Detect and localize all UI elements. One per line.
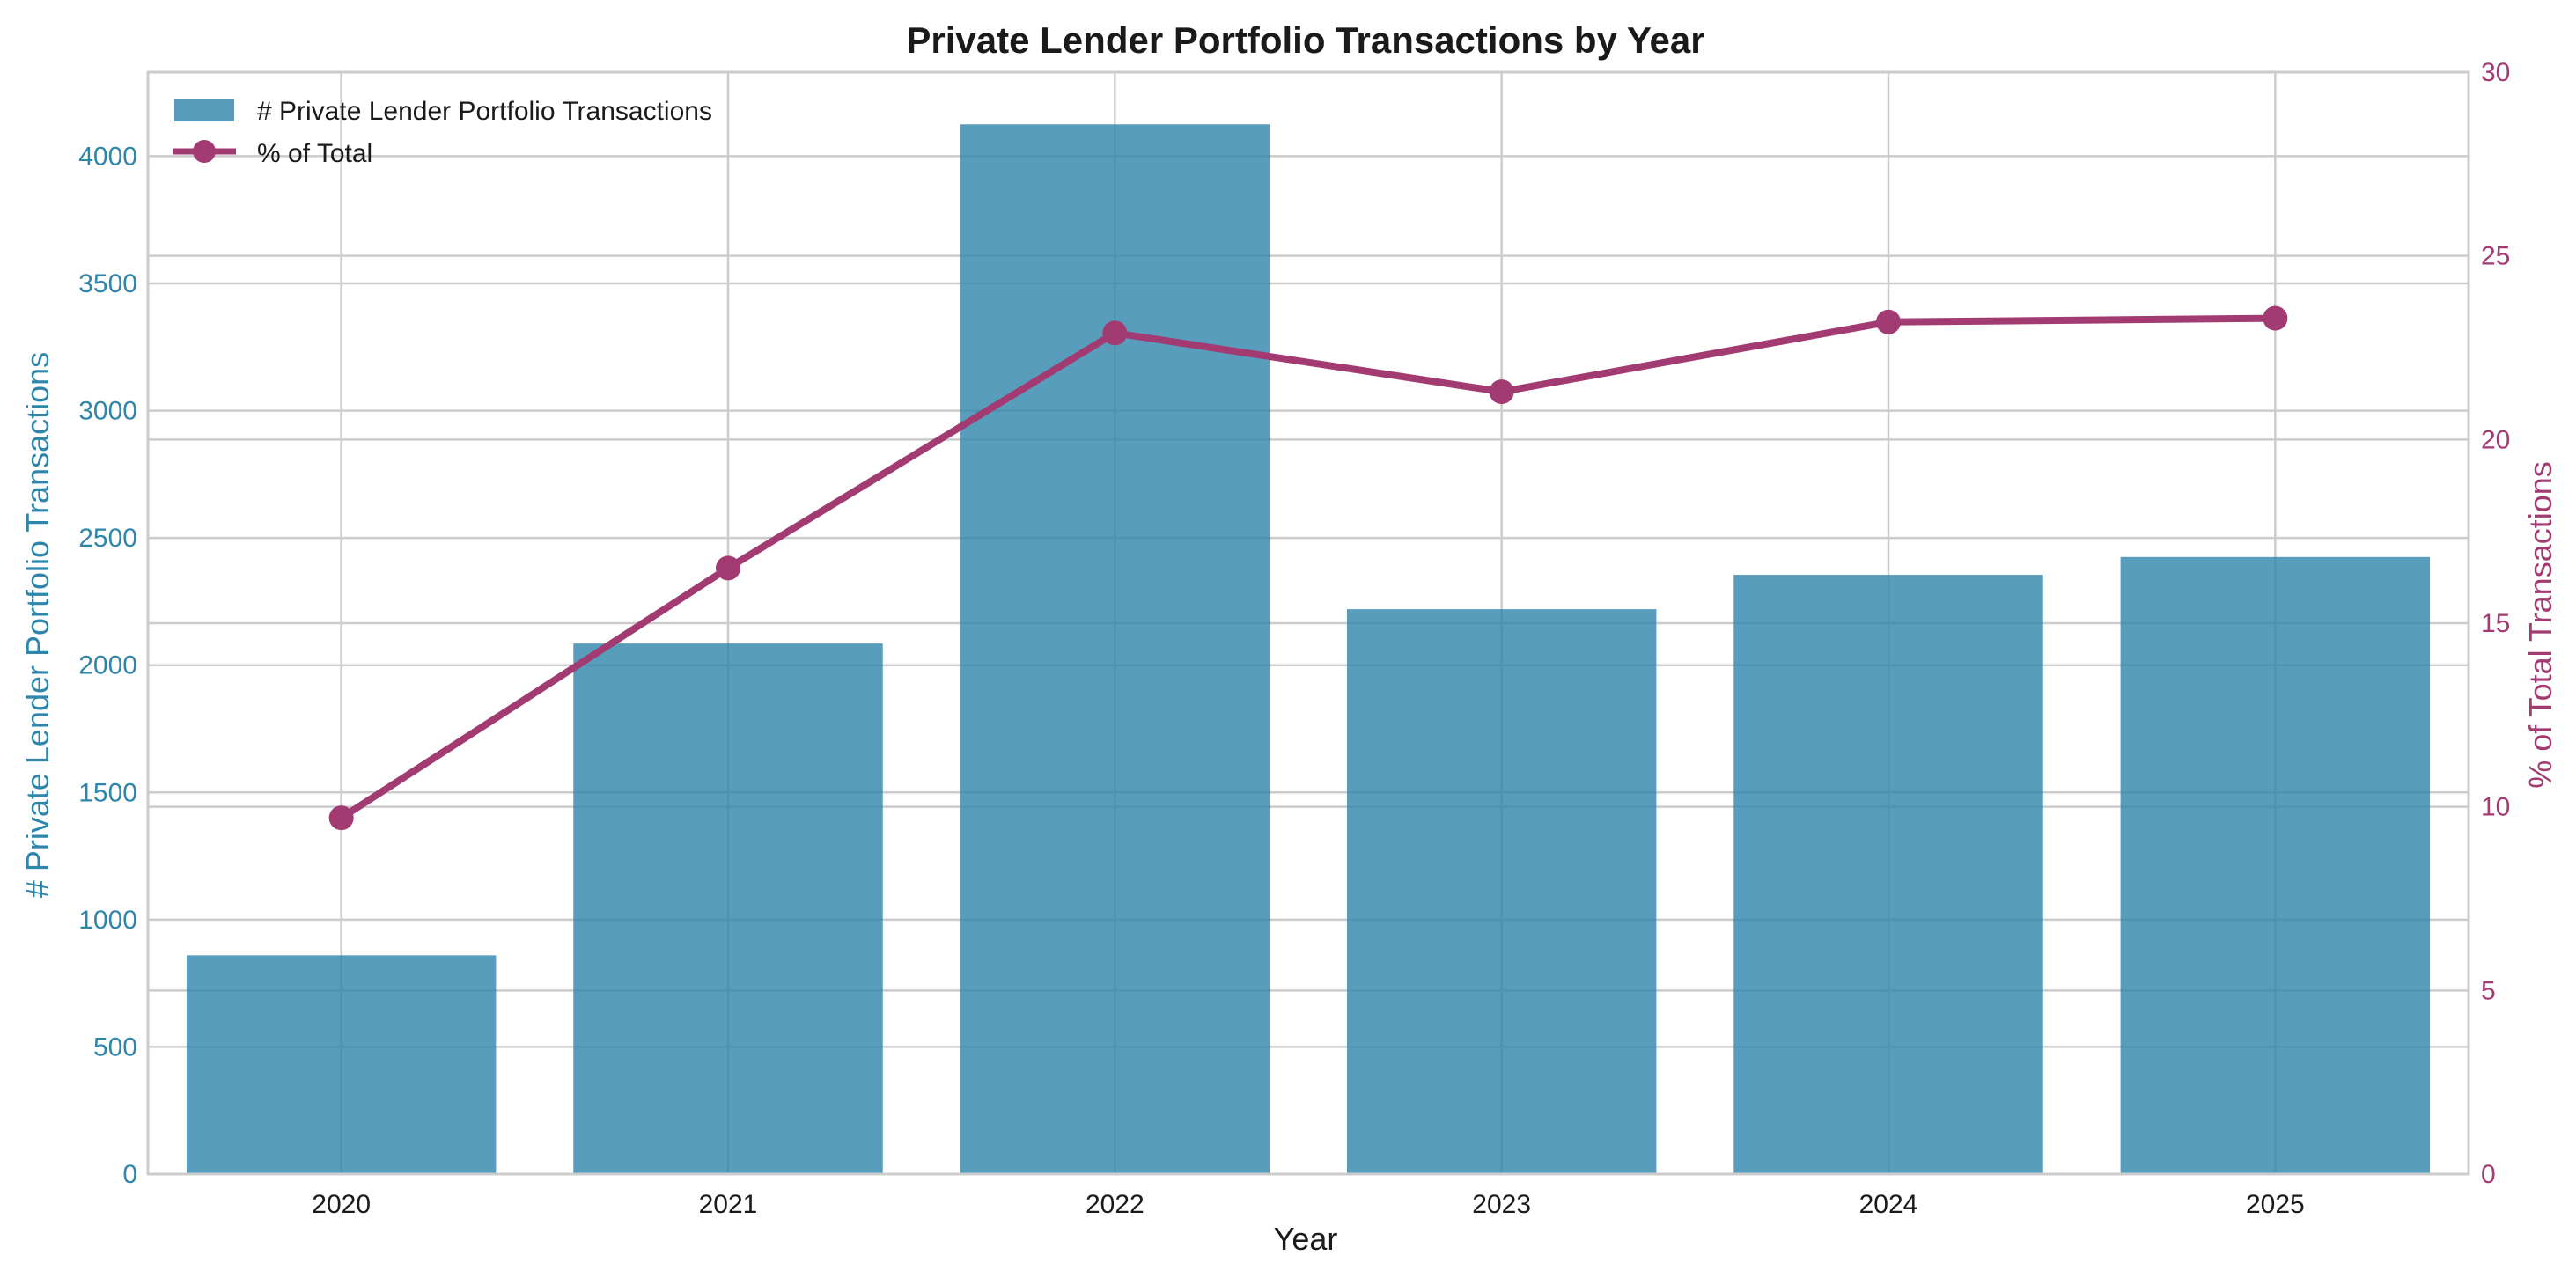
y-tick-left-label: 2000: [78, 651, 137, 680]
y-tick-right-label: 5: [2481, 976, 2496, 1005]
bars: [186, 124, 2431, 1175]
y-tick-left-label: 1000: [78, 906, 137, 935]
y-axis-right-label: % of Total Transactions: [2522, 461, 2558, 789]
y-tick-left-label: 1500: [78, 778, 137, 807]
x-tick-label: 2020: [312, 1190, 371, 1219]
y-tick-right-label: 30: [2481, 58, 2510, 87]
y-tick-right-label: 15: [2481, 609, 2510, 638]
y-tick-left-label: 0: [122, 1160, 137, 1189]
y-tick-left-label: 4000: [78, 142, 137, 171]
bar-2020: [186, 955, 497, 1174]
legend-swatch-marker: [193, 140, 216, 163]
bar-2023: [1346, 609, 1657, 1174]
y-tick-left-label: 2500: [78, 524, 137, 553]
y-tick-right-label: 25: [2481, 242, 2510, 271]
point-2025: [2263, 305, 2288, 331]
line-pct-of-total: [337, 314, 2279, 822]
y-tick-left-label: 3500: [78, 269, 137, 298]
line-series: [328, 305, 2288, 831]
bar-2025: [2120, 556, 2431, 1174]
bar-2024: [1733, 575, 2043, 1174]
chart-title: Private Lender Portfolio Transactions by…: [906, 19, 1704, 61]
y-tick-left-label: 500: [93, 1032, 137, 1062]
axes: 0 500 1000 1500 2000 2500 3000 3500 4000 0 5 10 15 20…: [78, 58, 2510, 1219]
point-2020: [328, 805, 354, 831]
y-tick-right-label: 20: [2481, 425, 2510, 454]
x-tick-label: 2024: [1859, 1190, 1918, 1219]
point-2024: [1876, 309, 1901, 334]
legend-swatch-bars: [174, 99, 234, 121]
y-tick-right-label: 0: [2481, 1160, 2496, 1189]
bar-2021: [573, 643, 883, 1174]
x-tick-label: 2025: [2246, 1190, 2305, 1219]
legend-label-bars: # Private Lender Portfolio Transactions: [257, 97, 712, 126]
x-tick-label: 2021: [699, 1190, 758, 1219]
point-2023: [1489, 379, 1514, 405]
y-tick-right-label: 10: [2481, 793, 2510, 822]
x-tick-label: 2023: [1472, 1190, 1531, 1219]
legend: # Private Lender Portfolio Transactions …: [173, 97, 712, 168]
point-2021: [716, 555, 740, 581]
y-axis-left-label: # Private Lender Portfolio Transactions: [19, 352, 55, 898]
legend-label-line: % of Total: [257, 139, 372, 168]
y-tick-left-label: 3000: [78, 397, 137, 426]
bar-2022: [960, 124, 1270, 1175]
x-tick-label: 2022: [1086, 1190, 1144, 1219]
plot-frame: [146, 70, 2470, 1176]
x-axis-label: Year: [1274, 1221, 1338, 1257]
point-2022: [1102, 320, 1128, 346]
